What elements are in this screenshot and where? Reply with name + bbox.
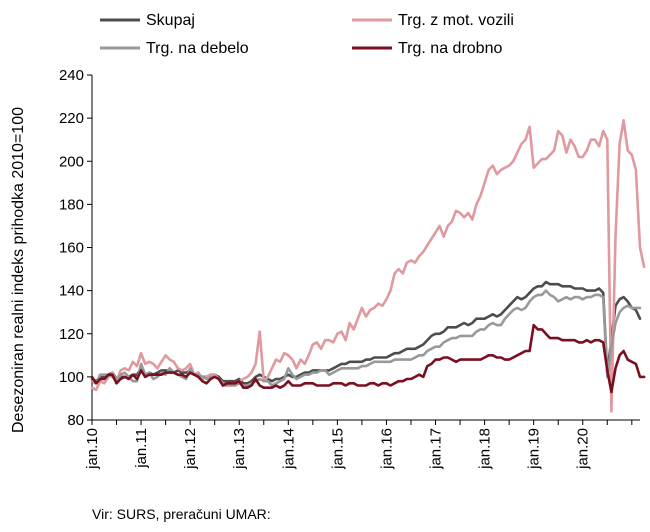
x-tick-label: jan.14 <box>280 428 297 470</box>
y-tick-label: 80 <box>67 412 84 429</box>
series-line-trg-na-debelo <box>90 289 642 387</box>
y-tick-label: 220 <box>59 110 84 127</box>
legend: Skupaj Trg. z mot. vozili Trg. na debelo Tr… <box>100 12 514 57</box>
y-tick-label: 100 <box>59 369 84 386</box>
series-line-trg-na-drobno <box>90 323 646 394</box>
y-tick-label: 160 <box>59 240 84 257</box>
legend-label: Skupaj <box>146 12 195 29</box>
y-axis: 80 100 120 140 160 180 200 220 240 <box>59 67 93 429</box>
y-tick-label: 140 <box>59 283 84 300</box>
x-tick-label: jan.17 <box>428 428 445 470</box>
y-tick-label: 120 <box>59 326 84 343</box>
y-tick-label: 180 <box>59 196 84 213</box>
legend-label: Trg. na debelo <box>146 40 249 57</box>
x-axis: jan.10 jan.11 jan.12 jan.13 jan.14 jan.15 jan.… <box>84 419 640 470</box>
x-tick-label: jan.12 <box>182 428 199 470</box>
source-note: Vir: SURS, preračuni UMAR: <box>92 506 271 522</box>
series-group <box>90 119 646 413</box>
x-tick-label: jan.16 <box>378 428 395 470</box>
x-tick-label: jan.18 <box>477 428 494 470</box>
series-line-skupaj <box>90 280 642 385</box>
y-axis-title: Desezoniran realni indeks prihodka 2010=… <box>10 107 27 433</box>
series-line-trg-z-mot-vozili <box>90 119 646 413</box>
x-tick-label: jan.20 <box>575 428 592 470</box>
legend-label: Trg. na drobno <box>398 40 502 57</box>
x-tick-label: jan.15 <box>329 428 346 470</box>
legend-label: Trg. z mot. vozili <box>398 12 514 29</box>
x-tick-label: jan.11 <box>133 428 150 469</box>
x-tick-label: jan.10 <box>84 428 101 470</box>
y-tick-label: 200 <box>59 153 84 170</box>
y-tick-label: 240 <box>59 67 84 84</box>
x-tick-label: jan.19 <box>526 428 543 470</box>
x-tick-label: jan.13 <box>231 428 248 470</box>
